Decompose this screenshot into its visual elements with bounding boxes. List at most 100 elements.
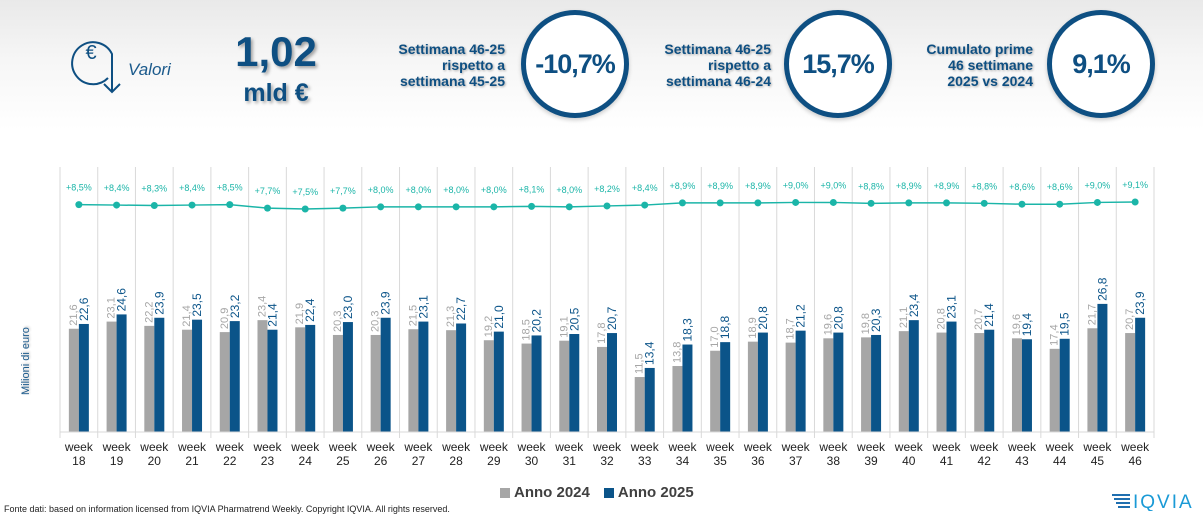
bar-2025 [493,331,504,432]
growth-label: +9,0% [820,180,846,190]
bar-2025 [833,332,844,432]
data-label-2024: 19,2 [483,316,495,337]
growth-point [792,198,800,206]
growth-point [377,203,385,211]
growth-point [678,199,686,207]
data-label-2025: 19,4 [1020,313,1034,337]
growth-point [263,204,271,212]
growth-point [339,204,347,212]
x-tick-label: week [64,440,94,454]
x-tick-label: 32 [600,454,614,468]
x-axis: week18week19week20week21week22week23week… [60,431,1154,468]
growth-label: +8,9% [934,181,960,191]
x-tick-label: week [479,440,509,454]
data-label-2024: 19,6 [822,314,834,335]
growth-point [754,199,762,207]
bar-2025 [116,314,127,432]
data-label-2024: 18,5 [521,319,533,340]
data-label-2024: 21,4 [181,305,193,326]
data-label-2025: 20,3 [869,308,883,332]
growth-point [301,205,309,213]
x-tick-label: 22 [223,454,237,468]
growth-label: +8,0% [405,185,431,195]
data-label-2025: 19,5 [1058,312,1072,336]
x-tick-label: week [554,440,584,454]
data-label-2025: 23,0 [341,295,355,319]
x-tick-label: 35 [713,454,727,468]
x-tick-label: week [441,440,471,454]
x-tick-label: 44 [1053,454,1067,468]
data-label-2024: 19,1 [558,316,570,337]
data-label-2025: 21,0 [492,305,506,329]
bar-2024 [219,332,230,432]
growth-point [1056,200,1064,208]
x-tick-label: 29 [487,454,501,468]
kpi-label-week-vs-prev-week: Settimana 46-25 rispetto a settimana 45-… [398,41,505,89]
bar-2025 [720,342,731,432]
x-tick-label: 40 [902,454,916,468]
bar-2025 [1097,303,1108,432]
x-tick-label: 42 [978,454,992,468]
x-tick-label: 43 [1015,454,1029,468]
bar-2025 [1021,339,1032,432]
bar-2024 [295,327,306,432]
growth-label: +8,9% [707,181,733,191]
growth-point [829,198,837,206]
growth-label: +8,0% [368,185,394,195]
data-label-2025: 23,5 [190,293,204,317]
total-value: 1,02 [235,28,317,75]
x-tick-label: week [517,440,547,454]
growth-point [150,202,158,209]
x-tick-label: week [705,440,735,454]
x-tick-label: 39 [864,454,878,468]
bar-2024 [597,346,607,432]
growth-point [1093,198,1101,206]
bar-2025 [757,332,768,432]
bar-2025 [154,317,165,432]
kpi-label-cumulative: Cumulato prime 46 settimane 2025 vs 2024 [926,41,1033,89]
growth-label: +8,4% [632,183,658,193]
data-label-2024: 19,6 [1011,314,1023,335]
data-label-2025: 23,9 [379,291,393,315]
growth-point [603,202,611,210]
bar-2024 [785,342,796,432]
data-label-2024: 20,8 [936,308,948,329]
bar-2024 [936,332,947,432]
bar-2025 [531,335,542,432]
growth-label: +8,6% [1009,182,1035,192]
data-label-2024: 20,9 [219,308,231,329]
growth-point [943,199,951,207]
x-tick-label: 27 [412,454,426,468]
bar-2025 [871,334,882,432]
growth-label: +8,9% [745,181,771,191]
legend: Anno 2024 Anno 2025 [500,484,694,501]
x-tick-label: 19 [110,454,124,468]
growth-label: +8,1% [519,184,545,194]
bar-2024 [747,341,758,432]
data-label-2024: 21,7 [1086,304,1098,325]
grid-layer [59,167,1155,438]
bar-2025 [795,330,806,432]
x-tick-label: 24 [299,454,313,468]
data-label-2025: 22,4 [303,298,317,322]
x-tick-label: 34 [676,454,690,468]
bar-2024 [1125,333,1136,432]
data-label-2025: 23,4 [907,293,921,317]
kpi-circle-cumulative: 9,1% [1047,10,1155,118]
euro-down-arrow-icon: € [71,41,121,94]
bar-2025 [78,323,89,432]
x-tick-label: 31 [563,454,577,468]
growth-label: +8,0% [443,185,469,195]
bar-2025 [305,324,316,432]
growth-point [452,203,460,211]
data-label-2025: 23,9 [1133,291,1147,315]
growth-point [75,201,83,209]
x-tick-label: week [592,440,622,454]
data-label-2024: 18,9 [747,317,759,338]
data-label-2024: 23,4 [256,296,268,317]
growth-label: +7,7% [255,186,281,196]
x-tick-label: week [177,440,207,454]
data-label-2025: 21,4 [265,303,279,327]
legend-item-2024: Anno 2024 [500,484,590,501]
